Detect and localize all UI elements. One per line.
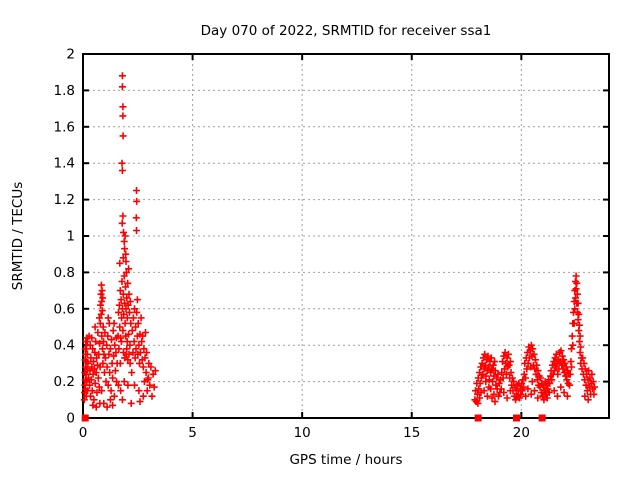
y-tick-label: 2 xyxy=(66,47,75,63)
grid-layer xyxy=(83,54,609,418)
y-tick-label: 1.6 xyxy=(54,119,75,135)
y-tick-label: 0.4 xyxy=(54,338,75,354)
y-tick-label: 0.2 xyxy=(54,374,75,390)
x-tick-label: 15 xyxy=(403,425,420,441)
chart-title: Day 070 of 2022, SRMTID for receiver ssa… xyxy=(201,23,492,39)
x-tick-label: 10 xyxy=(294,425,311,441)
y-tick-label: 0.6 xyxy=(54,301,75,317)
scatter-point-square xyxy=(474,414,482,422)
y-tick-label: 1.8 xyxy=(54,83,75,99)
y-tick-label: 0.8 xyxy=(54,265,75,281)
x-axis-title: GPS time / hours xyxy=(289,452,402,468)
scatter-point-square xyxy=(538,414,546,422)
scatter-points-plus xyxy=(80,72,598,411)
scatter-point-square xyxy=(81,414,89,422)
y-tick-label: 1.4 xyxy=(54,156,75,172)
y-tick-label: 0 xyxy=(66,411,75,427)
scatter-point-square xyxy=(513,414,521,422)
data-layer xyxy=(80,72,598,422)
x-tick-label: 0 xyxy=(79,425,88,441)
y-axis-title: SRMTID / TECUs xyxy=(10,182,26,290)
tick-labels-layer: 0 5 10 15 20 0 0.2 0.4 0.6 0.8 1 1.2 1.4 1.6 1.8 2 xyxy=(54,47,530,442)
y-tick-label: 1 xyxy=(66,229,75,245)
x-tick-label: 5 xyxy=(188,425,197,441)
x-tick-label: 20 xyxy=(513,425,530,441)
axes-layer xyxy=(82,53,610,419)
y-tick-label: 1.2 xyxy=(54,192,75,208)
